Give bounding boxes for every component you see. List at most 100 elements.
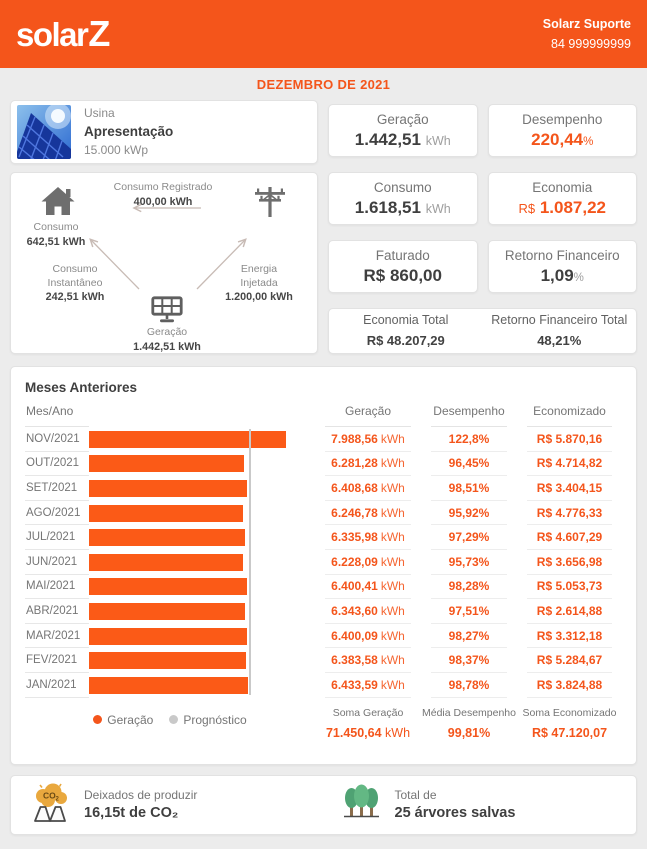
stat-billed-label: Faturado bbox=[375, 247, 430, 263]
history-header-row: Mes/Ano Geração Desempenho Economizado bbox=[25, 404, 622, 427]
co2-factory-icon: CO 2 bbox=[31, 781, 71, 828]
performance-value: 96,45% bbox=[431, 452, 507, 477]
total-performance: Média Desempenho 99,81% bbox=[421, 700, 517, 740]
stat-consumption-label: Consumo bbox=[373, 179, 432, 195]
prognostico-dot-icon bbox=[169, 715, 179, 725]
stat-performance: Desempenho 220,44% bbox=[487, 104, 637, 157]
stat-generation-unit: kWh bbox=[425, 133, 451, 148]
month-column-header: Mes/Ano bbox=[25, 404, 89, 427]
stat-generation-label: Geração bbox=[376, 111, 429, 127]
legend-generation: Geração bbox=[93, 713, 153, 727]
generation-value: 6.400,41 kWh bbox=[325, 575, 411, 600]
solarz-logo: solar Z bbox=[16, 16, 110, 52]
svg-text:2: 2 bbox=[56, 797, 60, 803]
stats-row-2: Consumo 1.618,51 kWh Economia R$ 1.087,2… bbox=[328, 172, 637, 225]
stat-consumption: Consumo 1.618,51 kWh bbox=[328, 172, 478, 225]
total-saved-value: R$ 47.120,07 bbox=[531, 725, 608, 740]
period-title: DEZEMBRO DE 2021 bbox=[256, 77, 391, 92]
stat-financial-return: Retorno Financeiro 1,09% bbox=[487, 240, 637, 293]
table-row: AGO/2021 6.246,78 kWh 95,92% R$ 4.776,33 bbox=[25, 501, 622, 526]
stat-billed: Faturado R$ 860,00 bbox=[328, 240, 478, 293]
flow-instant: Consumo Instantâneo 242,51 kWh bbox=[27, 263, 123, 305]
saved-value: R$ 4.776,33 bbox=[527, 501, 612, 526]
history-footer: Geração Prognóstico Soma Geração 71.450,… bbox=[25, 700, 622, 756]
trees-block: Total de 25 árvores salvas bbox=[324, 784, 637, 825]
stat-total-return-label: Retorno Financeiro Total bbox=[491, 313, 628, 328]
support-contact: Solarz Suporte 84 999999999 bbox=[543, 14, 631, 54]
stat-consumption-value: 1.618,51 kWh bbox=[355, 198, 451, 218]
table-row: FEV/2021 6.383,58 kWh 98,37% R$ 5.284,67 bbox=[25, 648, 622, 673]
left-column: Usina Apresentação 15.000 kWp bbox=[10, 100, 318, 354]
total-generation: Soma Geração 71.450,64 kWh bbox=[315, 700, 421, 740]
generation-value: 6.433,59 kWh bbox=[325, 673, 411, 698]
previous-months-title: Meses Anteriores bbox=[25, 380, 138, 395]
flow-arrows bbox=[11, 173, 319, 290]
saved-value: R$ 4.607,29 bbox=[527, 525, 612, 550]
plant-card: Usina Apresentação 15.000 kWp bbox=[10, 100, 318, 164]
month-label: JUN/2021 bbox=[25, 550, 89, 575]
generation-bar-cell bbox=[89, 525, 315, 550]
generation-bar bbox=[89, 652, 247, 670]
table-row: JAN/2021 6.433,59 kWh 98,78% R$ 3.824,88 bbox=[25, 673, 622, 698]
generation-column-header: Geração bbox=[325, 404, 411, 427]
performance-value: 122,8% bbox=[431, 427, 507, 452]
stat-total-return-value: 48,21% bbox=[537, 332, 582, 348]
stat-financial-return-label: Retorno Financeiro bbox=[504, 247, 620, 263]
generation-value: 6.343,60 kWh bbox=[325, 599, 411, 624]
generation-value: 6.281,28 kWh bbox=[325, 452, 411, 477]
generation-bar-cell bbox=[89, 648, 315, 673]
table-row: NOV/2021 7.988,56 kWh 122,8% R$ 5.870,16 bbox=[25, 427, 622, 452]
stat-savings-currency: R$ bbox=[518, 200, 536, 216]
co2-text: Deixados de produzir 16,15t de CO₂ bbox=[84, 788, 197, 821]
legend-prognostico-label: Prognóstico bbox=[183, 712, 247, 727]
flow-registered-label: Consumo Registrado bbox=[113, 181, 213, 193]
generation-value: 6.335,98 kWh bbox=[325, 525, 411, 550]
performance-value: 95,92% bbox=[431, 501, 507, 526]
eco-card: CO 2 Deixados de produzir 16,15t de CO₂ bbox=[10, 774, 637, 835]
trees-icon bbox=[340, 784, 382, 825]
stat-performance-label: Desempenho bbox=[522, 111, 603, 127]
stat-financial-return-number: 1,09 bbox=[540, 265, 574, 285]
saved-value: R$ 2.614,88 bbox=[527, 599, 612, 624]
month-label: AGO/2021 bbox=[25, 501, 89, 526]
stats-column: Geração 1.442,51 kWh Desempenho 220,44% … bbox=[328, 100, 637, 354]
stat-totals-card: Economia Total R$ 48.207,29 Retorno Fina… bbox=[328, 308, 637, 354]
table-row: SET/2021 6.408,68 kWh 98,51% R$ 3.404,15 bbox=[25, 476, 622, 501]
chart-legend: Geração Prognóstico bbox=[25, 700, 315, 740]
performance-value: 97,29% bbox=[431, 525, 507, 550]
trees-value: 25 árvores salvas bbox=[394, 805, 516, 822]
performance-value: 98,37% bbox=[431, 648, 507, 673]
stat-total-savings: Economia Total R$ 48.207,29 bbox=[329, 311, 483, 351]
stats-row-1: Geração 1.442,51 kWh Desempenho 220,44% bbox=[328, 104, 637, 157]
month-label: JAN/2021 bbox=[25, 673, 89, 698]
stat-financial-return-value: 1,09% bbox=[541, 266, 584, 286]
saved-value: R$ 3.656,98 bbox=[527, 550, 612, 575]
generation-bar bbox=[89, 430, 286, 448]
saved-value: R$ 3.824,88 bbox=[527, 673, 612, 698]
svg-text:CO: CO bbox=[43, 791, 56, 801]
trees-text: Total de 25 árvores salvas bbox=[395, 788, 516, 821]
generation-bar-cell bbox=[89, 427, 315, 452]
performance-value: 95,73% bbox=[431, 550, 507, 575]
stat-savings-number: 1.087,22 bbox=[539, 197, 607, 217]
energy-flow-card: Consumo 642,51 kWh Consumo Registrado 40… bbox=[10, 172, 318, 354]
flow-instant-value: 242,51 kWh bbox=[45, 291, 105, 304]
plant-photo bbox=[17, 105, 71, 159]
plant-capacity: 15.000 kWp bbox=[84, 142, 149, 157]
total-generation-number: 71.450,64 bbox=[325, 725, 382, 740]
total-generation-unit: kWh bbox=[385, 725, 411, 740]
saved-column-header: Economizado bbox=[527, 404, 612, 427]
plant-info: Usina Apresentação 15.000 kWp bbox=[84, 105, 173, 159]
generation-bar bbox=[89, 676, 248, 694]
month-label: OUT/2021 bbox=[25, 452, 89, 477]
previous-months-card: Meses Anteriores Mes/Ano Geração Desempe… bbox=[10, 366, 637, 765]
total-saved-label: Soma Economizado bbox=[522, 706, 617, 719]
stat-billed-value: R$ 860,00 bbox=[363, 265, 442, 285]
table-row: MAI/2021 6.400,41 kWh 98,28% R$ 5.053,73 bbox=[25, 575, 622, 600]
saved-value: R$ 5.870,16 bbox=[527, 427, 612, 452]
total-saved: Soma Economizado R$ 47.120,07 bbox=[517, 700, 622, 740]
stat-financial-return-unit: % bbox=[573, 271, 584, 284]
bar-column-header bbox=[89, 404, 315, 427]
generation-bar-cell bbox=[89, 501, 315, 526]
